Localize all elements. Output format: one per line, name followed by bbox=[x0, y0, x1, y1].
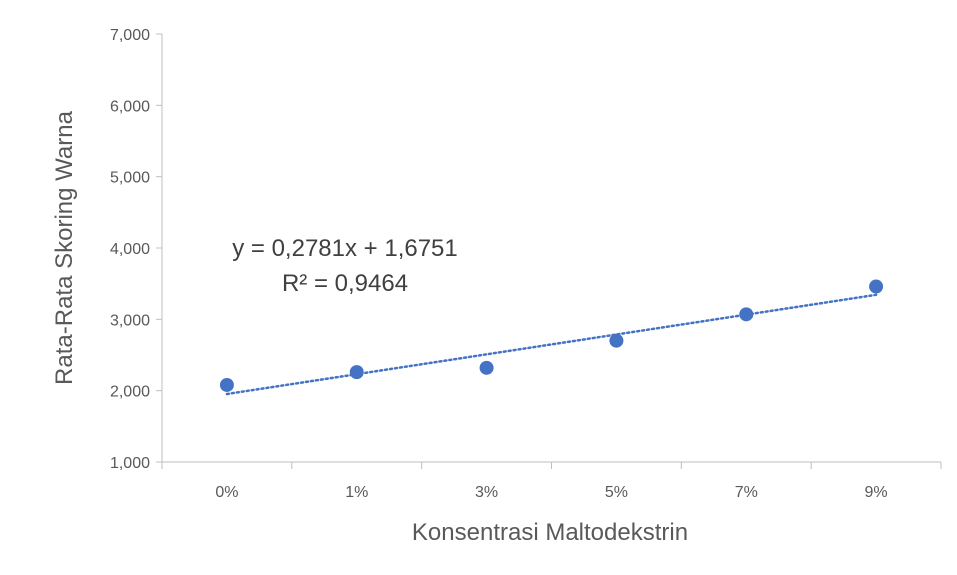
y-tick-label: 6,000 bbox=[110, 98, 150, 115]
data-point bbox=[479, 360, 494, 375]
y-tick-label: 5,000 bbox=[110, 170, 150, 187]
y-axis-title: Rata-Rata Skoring Warna bbox=[51, 110, 78, 385]
y-tick-label: 4,000 bbox=[110, 241, 150, 258]
y-tick-label: 7,000 bbox=[110, 27, 150, 44]
x-tick-label: 0% bbox=[215, 484, 238, 501]
y-tick-label: 1,000 bbox=[110, 455, 150, 472]
x-axis-title: Konsentrasi Maltodekstrin bbox=[412, 519, 688, 546]
x-tick-label: 9% bbox=[865, 484, 888, 501]
y-tick-label: 2,000 bbox=[110, 384, 150, 401]
tick-labels: 1,000 2,000 3,000 4,000 5,000 6,000 7,000 0% 1% 3… bbox=[110, 27, 888, 501]
trendline-r-squared: R² = 0,9464 bbox=[282, 270, 408, 297]
x-tick-label: 1% bbox=[345, 484, 368, 501]
data-points bbox=[219, 279, 884, 392]
axes bbox=[156, 33, 942, 469]
data-point bbox=[219, 377, 234, 392]
x-tick-label: 5% bbox=[605, 484, 628, 501]
data-point bbox=[609, 333, 624, 348]
data-point bbox=[869, 279, 884, 294]
trendline-equation: y = 0,2781x + 1,6751 bbox=[232, 235, 458, 262]
y-tick-label: 3,000 bbox=[110, 312, 150, 329]
data-point bbox=[739, 307, 754, 322]
x-tick-label: 3% bbox=[475, 484, 498, 501]
data-point bbox=[349, 365, 364, 380]
x-tick-label: 7% bbox=[735, 484, 758, 501]
trendline bbox=[225, 293, 878, 396]
trendline-layer bbox=[225, 293, 878, 396]
